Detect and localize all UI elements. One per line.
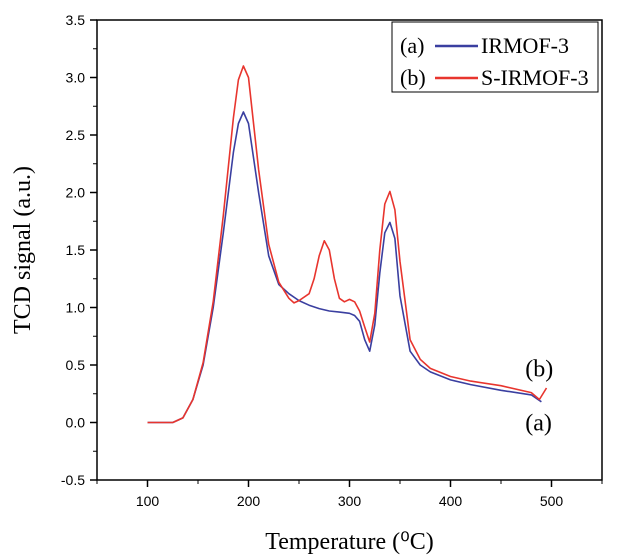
series-layer [147, 65, 548, 424]
x-tick-label: 200 [237, 493, 261, 509]
y-axis-title: TCD signal (a.u.) [10, 166, 36, 334]
y-axis: -0.5 0.0 0.5 1.0 1.5 2.0 2.5 3.0 3.5 [61, 12, 97, 488]
x-tick-label: 100 [136, 493, 160, 509]
curve-annotation: (a) [525, 411, 552, 437]
y-tick-label: 3.5 [66, 12, 86, 28]
y-tick-label: 2.5 [66, 127, 86, 143]
legend: (a) IRMOF-3 (b) S-IRMOF-3 [391, 21, 599, 93]
y-tick-label: 0.5 [66, 357, 86, 373]
x-tick-label: 400 [439, 493, 463, 509]
legend-box [391, 21, 599, 93]
legend-prefix: (b) [400, 65, 426, 90]
x-axis-title: Temperature (⁰C) [265, 529, 434, 555]
legend-label: IRMOF-3 [481, 33, 569, 58]
x-tick-label: 300 [338, 493, 362, 509]
series-line-1 [147, 65, 548, 424]
y-tick-label: 2.0 [66, 185, 86, 201]
x-axis: 100 200 300 400 500 [96, 480, 603, 509]
x-tick-label: 500 [540, 493, 564, 509]
y-tick-label: 1.5 [66, 242, 86, 258]
plot-area: -0.5 0.0 0.5 1.0 1.5 2.0 2.5 3.0 3.5 100 200 300 40… [61, 12, 603, 509]
y-tick-label: 3.0 [66, 70, 86, 86]
annotations: (b) (a) [525, 356, 553, 436]
y-tick-label: -0.5 [61, 472, 85, 488]
series-line-0 [147, 111, 542, 424]
legend-label: S-IRMOF-3 [481, 65, 589, 90]
y-tick-label: 0.0 [66, 415, 86, 431]
legend-prefix: (a) [400, 33, 424, 58]
curve-annotation: (b) [525, 356, 553, 382]
y-tick-label: 1.0 [66, 300, 86, 316]
